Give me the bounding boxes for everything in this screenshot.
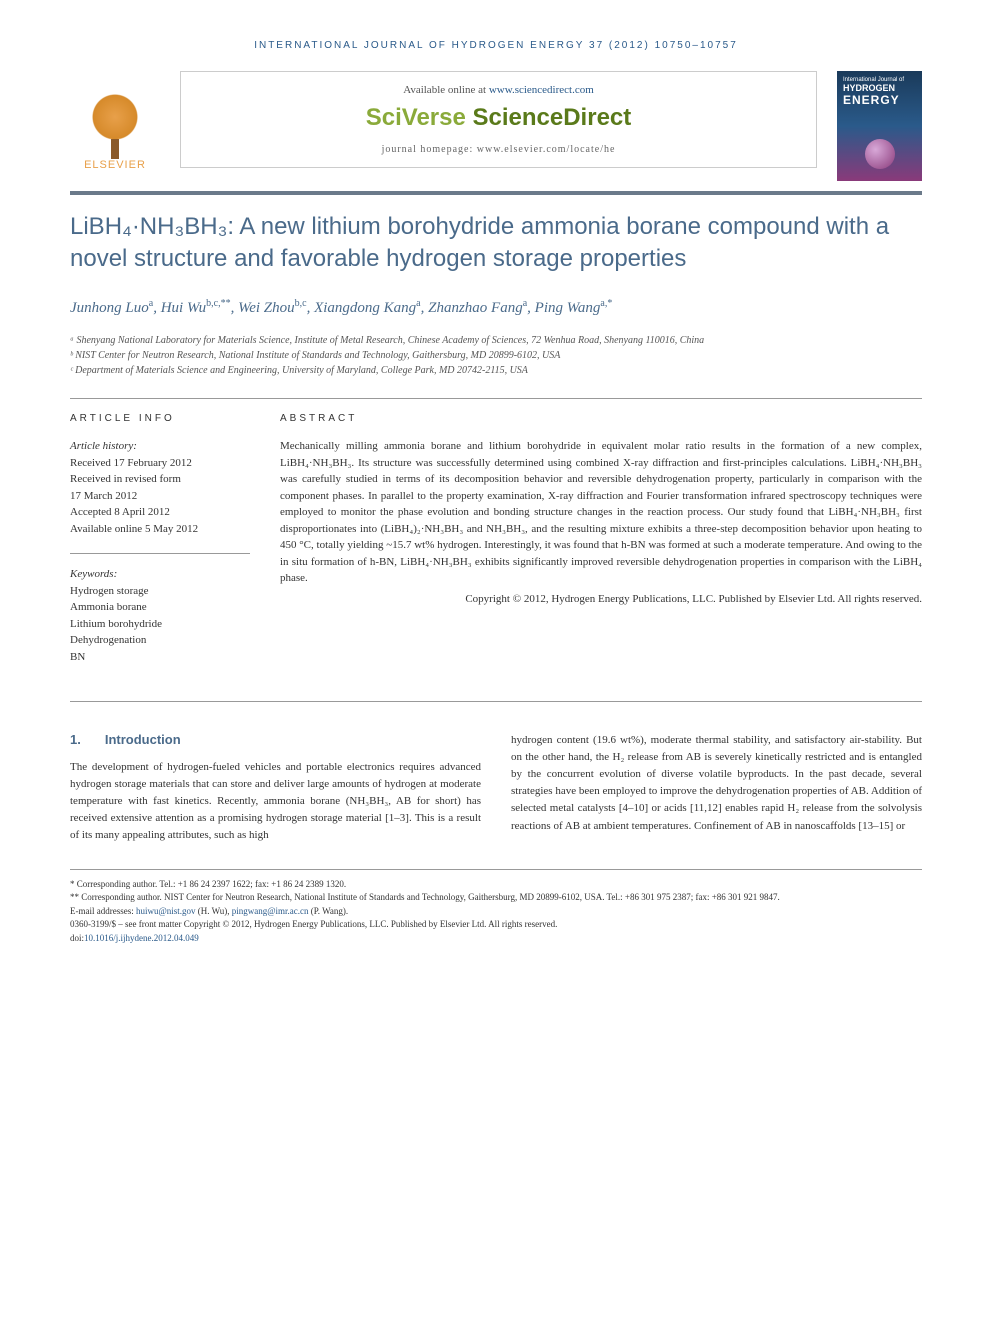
body-columns: 1. Introduction The development of hydrog… [70,732,922,844]
keyword: Hydrogen storage [70,583,250,600]
journal-header: INTERNATIONAL JOURNAL OF HYDROGEN ENERGY… [70,40,922,51]
keywords-block: Keywords: Hydrogen storageAmmonia borane… [70,566,250,665]
doi-line: doi:10.1016/j.ijhydene.2012.04.049 [70,932,922,946]
history-title: Article history: [70,438,250,455]
keyword: BN [70,649,250,666]
sciverse-logo: SciVerse ScienceDirect [201,104,796,132]
sciencedirect-box: Available online at www.sciencedirect.co… [180,71,817,168]
elsevier-logo: ELSEVIER [70,71,160,171]
corresponding-1: * Corresponding author. Tel.: +1 86 24 2… [70,878,922,892]
sciencedirect-link[interactable]: www.sciencedirect.com [489,84,594,96]
top-bar: ELSEVIER Available online at www.science… [70,71,922,181]
divider-top [70,398,922,399]
cover-line3: ENERGY [843,93,916,107]
available-online: Available online at www.sciencedirect.co… [201,84,796,96]
issn-line: 0360-3199/$ – see front matter Copyright… [70,918,922,932]
sciencedirect-text: ScienceDirect [473,104,632,131]
keywords-title: Keywords: [70,566,250,583]
divider-bottom [70,701,922,702]
doi-label: doi: [70,933,84,943]
info-divider [70,553,250,554]
history-line: Available online 5 May 2012 [70,521,250,538]
keyword: Dehydrogenation [70,632,250,649]
history-line: 17 March 2012 [70,488,250,505]
keyword: Ammonia borane [70,599,250,616]
info-abstract-row: ARTICLE INFO Article history: Received 1… [70,413,922,681]
elsevier-tree-icon [80,89,150,159]
title-bar [70,191,922,195]
emails-line: E-mail addresses: huiwu@nist.gov (H. Wu)… [70,905,922,919]
abstract-heading: ABSTRACT [280,413,922,424]
body-col-right: hydrogen content (19.6 wt%), moderate th… [511,732,922,844]
corresponding-2: ** Corresponding author. NIST Center for… [70,891,922,905]
available-prefix: Available online at [403,84,489,96]
section-title: Introduction [105,732,181,747]
abstract-text: Mechanically milling ammonia borane and … [280,438,922,587]
email-1-name: (H. Wu), [196,906,232,916]
affiliations: ᵃ Shenyang National Laboratory for Mater… [70,333,922,378]
journal-cover: International Journal of HYDROGEN ENERGY [837,71,922,181]
abstract-column: ABSTRACT Mechanically milling ammonia bo… [280,413,922,681]
article-info-heading: ARTICLE INFO [70,413,250,424]
email-2[interactable]: pingwang@imr.ac.cn [232,906,309,916]
journal-homepage: journal homepage: www.elsevier.com/locat… [201,144,796,155]
section-1-heading: 1. Introduction [70,732,481,747]
article-info: ARTICLE INFO Article history: Received 1… [70,413,250,681]
cover-line2: HYDROGEN [843,83,916,93]
section-num: 1. [70,732,81,747]
keyword: Lithium borohydride [70,616,250,633]
article-title: LiBH₄·NH₃BH₃: A new lithium borohydride … [70,211,922,276]
abstract-copyright: Copyright © 2012, Hydrogen Energy Public… [280,591,922,608]
cover-sphere-icon [865,139,895,169]
history-line: Received in revised form [70,471,250,488]
history-line: Accepted 8 April 2012 [70,504,250,521]
article-history: Article history: Received 17 February 20… [70,438,250,537]
authors: Junhong Luoa, Hui Wub,c,**, Wei Zhoub,c,… [70,296,922,320]
elsevier-name: ELSEVIER [84,159,146,171]
affiliation-line: ᶜ Department of Materials Science and En… [70,363,922,378]
email-2-name: (P. Wang). [309,906,349,916]
doi-link[interactable]: 10.1016/j.ijhydene.2012.04.049 [84,933,199,943]
email-1[interactable]: huiwu@nist.gov [136,906,196,916]
history-line: Received 17 February 2012 [70,455,250,472]
body-col-left: 1. Introduction The development of hydrog… [70,732,481,844]
intro-col1: The development of hydrogen-fueled vehic… [70,759,481,844]
affiliation-line: ᵃ Shenyang National Laboratory for Mater… [70,333,922,348]
intro-col2: hydrogen content (19.6 wt%), moderate th… [511,732,922,834]
emails-label: E-mail addresses: [70,906,136,916]
affiliation-line: ᵇ NIST Center for Neutron Research, Nati… [70,348,922,363]
footnotes: * Corresponding author. Tel.: +1 86 24 2… [70,869,922,946]
sciverse-text: SciVerse [366,104,473,131]
